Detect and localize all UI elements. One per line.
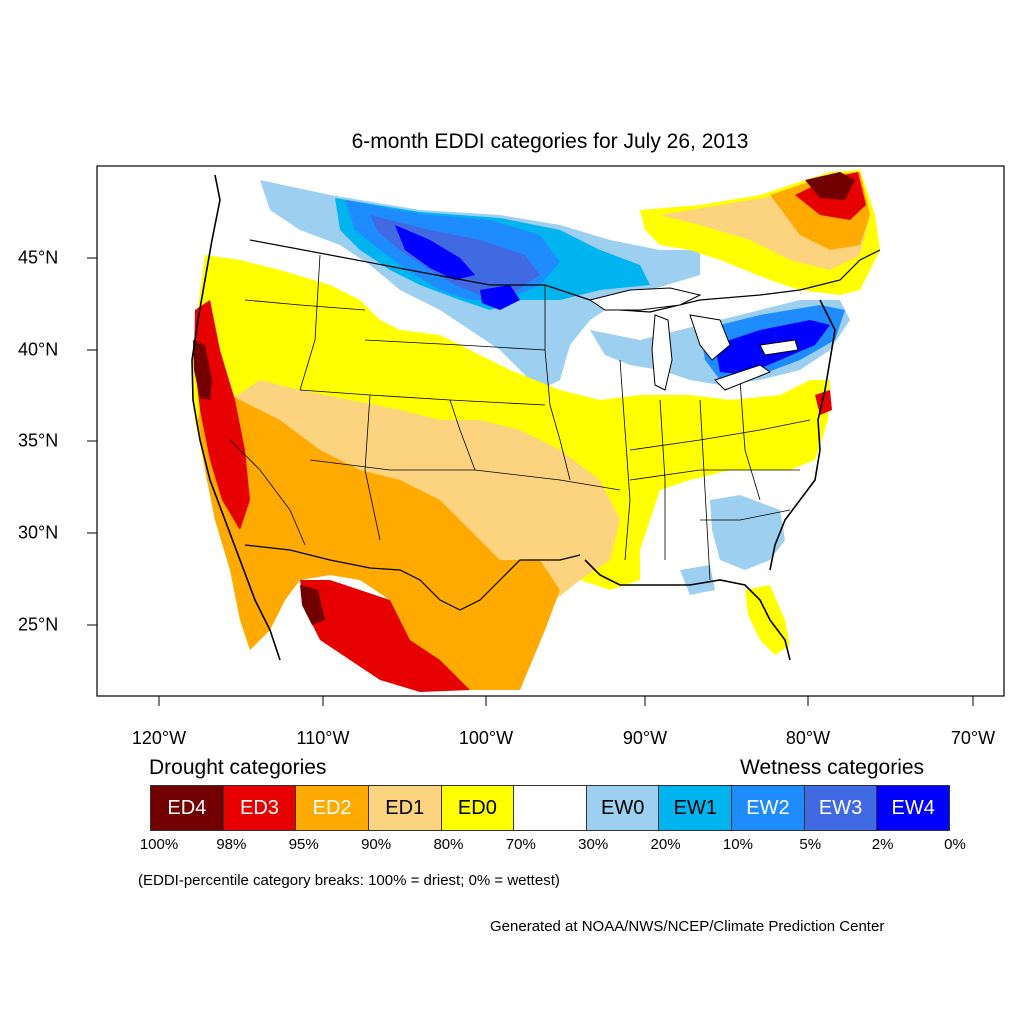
legend-break-label: 95% bbox=[288, 836, 319, 853]
lon-tick-120w: 120°W bbox=[131, 728, 187, 748]
wet-zone-ew0-southeast bbox=[710, 495, 785, 570]
legend-cell-ed4: ED4 bbox=[151, 786, 224, 830]
legend-cell-ed2: ED2 bbox=[296, 786, 369, 830]
lake-michigan bbox=[651, 314, 673, 391]
legend-break-label: 30% bbox=[578, 836, 609, 853]
us-mexico-border bbox=[244, 544, 581, 611]
state-borders bbox=[229, 254, 811, 581]
legend-cell-near-normal bbox=[514, 786, 587, 830]
dry-zone-ed3-mexico bbox=[300, 580, 470, 692]
lat-tick-40n: 40°N bbox=[18, 339, 59, 360]
legend-break-label: 20% bbox=[650, 836, 681, 853]
lake-huron bbox=[689, 314, 731, 361]
lake-ontario bbox=[759, 339, 799, 356]
legend-break-label: 70% bbox=[505, 836, 536, 853]
legend-break-label: 90% bbox=[361, 836, 392, 853]
dry-zone-ed3-nj bbox=[815, 390, 832, 415]
tick-marks bbox=[87, 257, 974, 706]
legend-cell-ed3: ED3 bbox=[223, 786, 297, 830]
legend-break-label: 80% bbox=[433, 836, 464, 853]
us-canada-border bbox=[249, 239, 881, 313]
drought-heading: Drought categories bbox=[149, 756, 327, 779]
legend-cell-ed0: ED0 bbox=[441, 786, 515, 830]
lake-erie bbox=[714, 364, 772, 391]
legend-break-label: 5% bbox=[799, 836, 822, 853]
legend-cell-ew2: EW2 bbox=[732, 786, 805, 830]
wetness-heading: Wetness categories bbox=[740, 756, 925, 779]
legend-break-label: 100% bbox=[139, 836, 179, 853]
lat-tick-25n: 25°N bbox=[18, 614, 59, 635]
credit-line: Generated at NOAA/NWS/NCEP/Climate Predi… bbox=[490, 918, 885, 935]
legend-cell-ed1: ED1 bbox=[368, 786, 442, 830]
map-title: 6-month EDDI categories for July 26, 201… bbox=[351, 130, 749, 153]
lat-tick-35n: 35°N bbox=[18, 430, 59, 451]
lat-tick-45n: 45°N bbox=[18, 247, 59, 268]
dry-zone-ed4-california bbox=[193, 340, 212, 400]
legend-cell-ew3: EW3 bbox=[804, 786, 878, 830]
lat-tick-30n: 30°N bbox=[18, 522, 59, 543]
dry-zone-ed4-maine bbox=[805, 172, 855, 200]
lon-tick-80w: 80°W bbox=[785, 728, 831, 748]
dry-zone-ed4-sonora bbox=[300, 585, 325, 625]
legend-cell-ew1: EW1 bbox=[659, 786, 733, 830]
lon-tick-70w: 70°W bbox=[950, 728, 996, 748]
wet-zone-ew4-dakota bbox=[480, 285, 520, 310]
lon-tick-110w: 110°W bbox=[296, 728, 350, 748]
dry-zone-ed3-coast bbox=[194, 300, 250, 530]
lon-tick-100w: 100°W bbox=[458, 728, 514, 748]
wet-zone-ew4-north bbox=[395, 225, 475, 280]
wet-zone-ew0-gulf bbox=[680, 565, 715, 595]
dry-zone-ed0-florida bbox=[745, 585, 790, 655]
lon-tick-90w: 90°W bbox=[622, 728, 668, 748]
legend-break-label: 10% bbox=[722, 836, 753, 853]
lake-superior bbox=[588, 287, 702, 311]
plot-frame bbox=[96, 165, 1005, 697]
legend-break-label: 0% bbox=[944, 836, 966, 853]
legend-break-label: 98% bbox=[216, 836, 247, 853]
category-note: (EDDI-percentile category breaks: 100% =… bbox=[138, 872, 560, 889]
coastline bbox=[191, 174, 836, 661]
legend-cell-ew0: EW0 bbox=[586, 786, 660, 830]
legend-cell-ew4: EW4 bbox=[877, 786, 950, 830]
legend-colorbar: ED4 ED3 ED2 ED1 ED0 EW0 EW1 EW2 EW3 EW4 bbox=[150, 785, 950, 831]
legend-break-label: 2% bbox=[871, 836, 894, 853]
